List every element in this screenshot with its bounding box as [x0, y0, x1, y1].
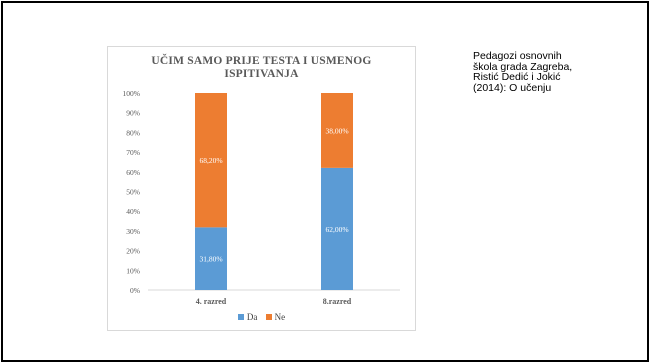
legend-swatch-ne — [265, 314, 272, 320]
chart-title: UČIM SAMO PRIJE TESTA I USMENOG ISPITIVA… — [108, 55, 415, 81]
y-tick-label: 40% — [126, 207, 140, 216]
y-tick-label: 60% — [126, 168, 140, 177]
chart-title-line-1: UČIM SAMO PRIJE TESTA I USMENOG — [151, 55, 372, 67]
data-label: 38,00% — [325, 126, 348, 135]
source-caption: Pedagozi osnovnih škola grada Zagreba, R… — [473, 51, 643, 93]
caption-line-2: škola grada Zagreba, — [473, 60, 573, 73]
chart-plot: 0% 10% 20% 30% 40% 50% 60% 70% 80% 90% 100% 31,80% 6… — [123, 89, 400, 306]
data-label: 62,00% — [325, 225, 348, 234]
y-tick-label: 0% — [130, 286, 140, 295]
y-tick-label: 70% — [126, 148, 140, 157]
bar-da-2 — [321, 167, 353, 290]
y-tick-label: 20% — [126, 247, 140, 256]
bar-ne-2 — [321, 93, 353, 168]
legend-label-ne: Ne — [274, 312, 286, 322]
y-tick-label: 10% — [126, 266, 140, 275]
bar-da-1 — [195, 227, 227, 290]
y-tick-label: 30% — [126, 227, 140, 236]
chart-container: UČIM SAMO PRIJE TESTA I USMENOG ISPITIVA… — [107, 46, 416, 331]
x-tick-label: 4. razred — [196, 297, 227, 306]
x-tick-label: 8.razred — [323, 297, 352, 306]
chart-title-line-2: ISPITIVANJA — [224, 68, 299, 80]
legend-item-ne: Ne — [265, 312, 286, 322]
legend-item-da: Da — [237, 312, 258, 322]
y-tick-label: 90% — [126, 109, 140, 118]
data-label: 68,20% — [199, 156, 222, 165]
legend-label-da: Da — [246, 312, 258, 322]
caption-line-1: Pedagozi osnovnih — [473, 50, 562, 62]
bar-ne-1 — [195, 93, 227, 228]
y-tick-label: 50% — [126, 188, 140, 197]
data-label: 31,80% — [199, 255, 222, 264]
legend-swatch-da — [237, 314, 244, 320]
caption-line-3: Ristić Dedić i Jokić — [473, 71, 561, 83]
y-tick-label: 100% — [123, 89, 141, 98]
chart-legend: Da Ne — [108, 312, 415, 322]
y-tick-label: 80% — [126, 128, 140, 137]
caption-line-4: (2014): O učenju — [473, 81, 552, 94]
